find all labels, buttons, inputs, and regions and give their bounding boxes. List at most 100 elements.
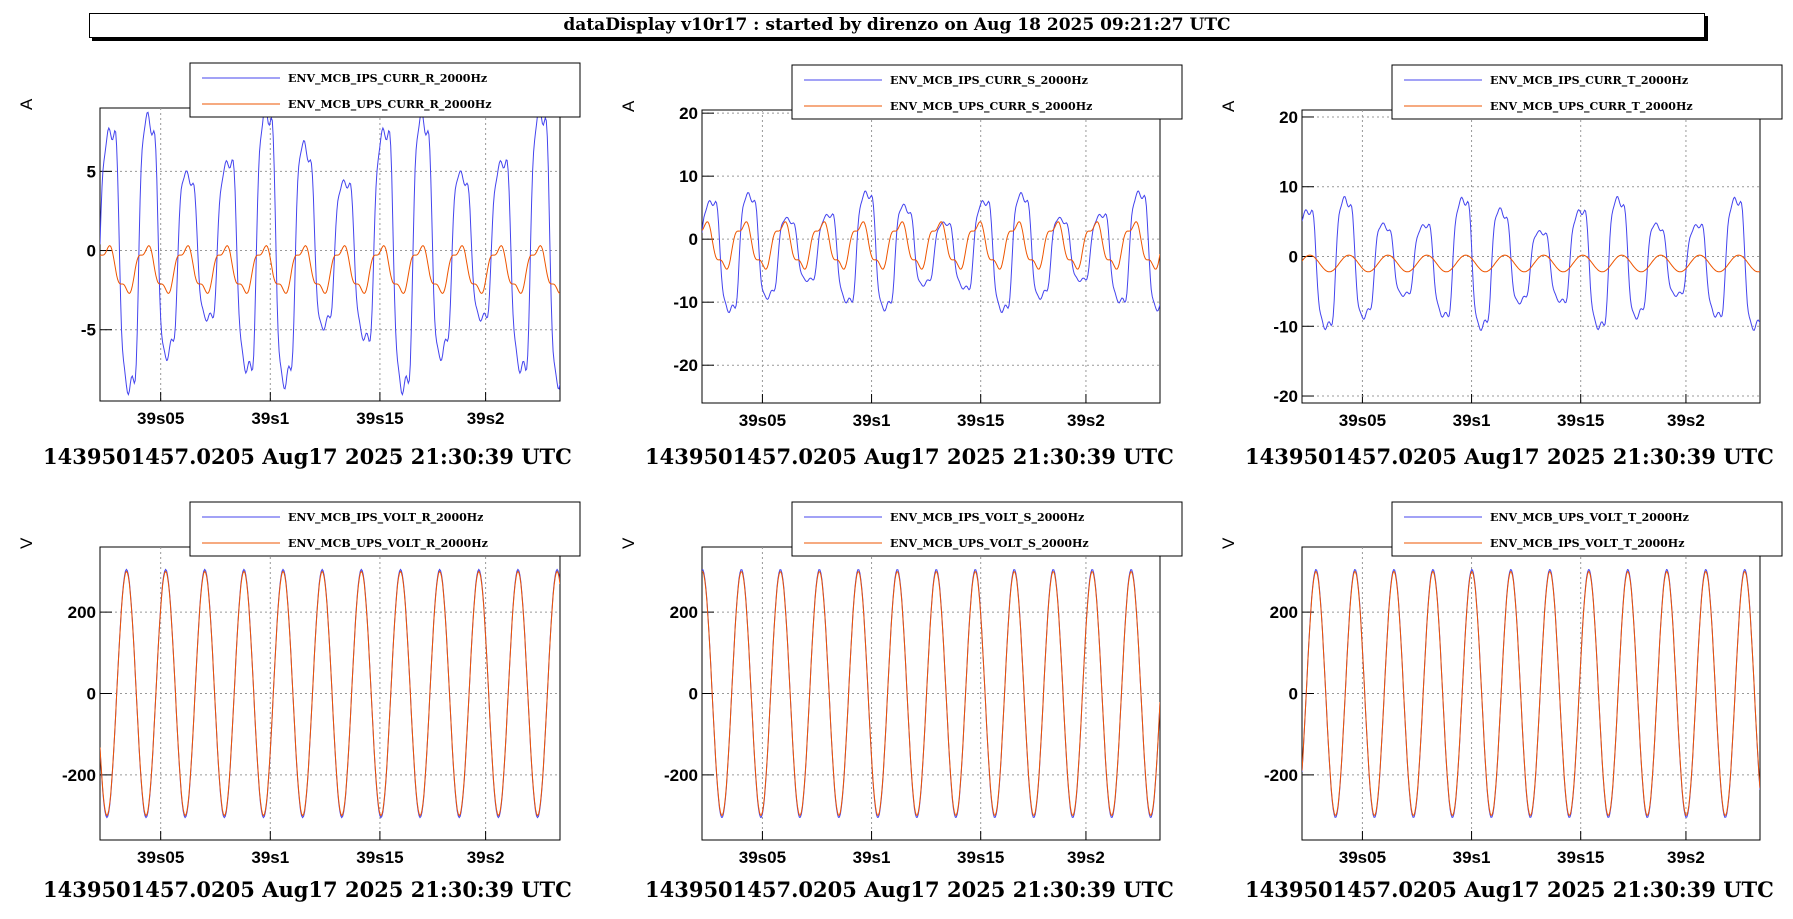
plot-3: 39s05 39s1 39s15 39s2 20 10 0 -10 -20 A ENV_MCB_IP… xyxy=(1219,64,1783,430)
plot-4-y-axis-label: V xyxy=(17,537,36,549)
plot-6-y-tick-label: -200 xyxy=(1264,766,1298,785)
plot-6-legend-label-2: ENV_MCB_IPS_VOLT_T_2000Hz xyxy=(1490,537,1684,551)
plot-4-y-tick-label: -200 xyxy=(62,766,96,785)
plot-6-y-axis-label: V xyxy=(1219,537,1238,549)
plot-5-x-tick-label: 39s15 xyxy=(957,848,1004,867)
plot-4-x-tick-label: 39s05 xyxy=(137,848,184,867)
plot-3-y-tick-label: -10 xyxy=(1273,317,1298,336)
plot-2-legend-label-1: ENV_MCB_IPS_CURR_S_2000Hz xyxy=(890,74,1088,88)
plot-6-footer-timestamp: 1439501457.0205 Aug17 2025 21:30:39 UTC xyxy=(1245,877,1774,902)
plot-5-y-axis-label: V xyxy=(619,537,638,549)
plot-3-series-2-line xyxy=(1302,254,1760,273)
plot-4-legend-box xyxy=(189,501,581,557)
plot-2-x-tick-label: 39s2 xyxy=(1067,411,1105,430)
plot-4-x-tick-label: 39s1 xyxy=(251,848,289,867)
plot-4-legend: ENV_MCB_IPS_VOLT_R_2000Hz ENV_MCB_UPS_VOL… xyxy=(189,501,581,557)
plot-5-y-tick-label: -200 xyxy=(664,766,698,785)
plot-5-legend-label-2: ENV_MCB_UPS_VOLT_S_2000Hz xyxy=(890,537,1089,551)
plot-6-series-2-line xyxy=(1302,570,1760,817)
plot-2-frame xyxy=(701,109,1161,404)
plot-3-y-tick-label: 0 xyxy=(1289,248,1298,267)
plot-1-legend-label-2: ENV_MCB_UPS_CURR_R_2000Hz xyxy=(288,98,492,112)
plot-6-x-tick-label: 39s1 xyxy=(1453,848,1491,867)
plot-5-legend-box xyxy=(791,501,1183,557)
plot-2-y-axis-label: A xyxy=(619,100,638,112)
plot-1-series-2-line xyxy=(100,244,560,294)
plot-6-x-tick-label: 39s2 xyxy=(1667,848,1705,867)
plot-1-legend-label-1: ENV_MCB_IPS_CURR_R_2000Hz xyxy=(288,72,487,86)
plot-4-footer-timestamp: 1439501457.0205 Aug17 2025 21:30:39 UTC xyxy=(43,877,572,902)
plot-2-y-tick-label: -10 xyxy=(673,293,698,312)
plot-2-series-2-line xyxy=(702,221,1160,270)
plot-5-x-tick-label: 39s1 xyxy=(853,848,891,867)
plot-6-x-tick-label: 39s05 xyxy=(1339,848,1386,867)
plot-1: 39s05 39s1 39s15 39s2 5 0 -5 A ENV_MCB_IPS_CURR_… xyxy=(17,62,581,428)
plot-2-y-tick-label: 0 xyxy=(689,230,698,249)
plot-1-x-tick-label: 39s05 xyxy=(137,409,184,428)
plot-6-x-tick-label: 39s15 xyxy=(1557,848,1604,867)
plot-2-y-tick-label: -20 xyxy=(673,356,698,375)
plot-3-y-axis-label: A xyxy=(1219,100,1238,112)
plot-1-legend: ENV_MCB_IPS_CURR_R_2000Hz ENV_MCB_UPS_CUR… xyxy=(189,62,581,118)
plot-4-y-tick-label: 0 xyxy=(87,685,96,704)
plot-1-legend-box xyxy=(189,62,581,118)
plot-2-x-tick-label: 39s15 xyxy=(957,411,1004,430)
plot-2-legend-box xyxy=(791,64,1183,120)
plot-4-y-tick-label: 200 xyxy=(68,603,96,622)
plot-1-y-tick-label: 0 xyxy=(87,242,96,261)
window-title: dataDisplay v10r17 : started by direnzo … xyxy=(563,15,1231,35)
plot-1-x-tick-label: 39s1 xyxy=(251,409,289,428)
plot-3-y-tick-label: 10 xyxy=(1279,178,1298,197)
window-title-bar: dataDisplay v10r17 : started by direnzo … xyxy=(89,13,1705,38)
plot-2-x-tick-label: 39s05 xyxy=(739,411,786,430)
plot-6-legend-label-1: ENV_MCB_UPS_VOLT_T_2000Hz xyxy=(1490,511,1689,525)
plot-1-y-tick-label: 5 xyxy=(87,162,96,181)
plot-6: 39s05 39s1 39s15 39s2 200 0 -200 V ENV_MCB_UPS_V… xyxy=(1219,501,1783,867)
plot-3-legend-label-2: ENV_MCB_UPS_CURR_T_2000Hz xyxy=(1490,100,1693,114)
plot-1-y-axis-label: A xyxy=(17,98,36,110)
plot-5-x-tick-label: 39s05 xyxy=(739,848,786,867)
plot-1-series-1-line xyxy=(100,108,560,397)
plot-5-y-tick-label: 0 xyxy=(689,685,698,704)
plot-5-series-2-line xyxy=(702,571,1160,816)
plot-1-x-tick-label: 39s2 xyxy=(467,409,505,428)
plot-3-legend: ENV_MCB_IPS_CURR_T_2000Hz ENV_MCB_UPS_CUR… xyxy=(1391,64,1783,120)
plot-2-y-tick-label: 10 xyxy=(679,167,698,186)
plot-6-legend-box xyxy=(1391,501,1783,557)
plot-3-footer-timestamp: 1439501457.0205 Aug17 2025 21:30:39 UTC xyxy=(1245,444,1774,469)
plot-3-x-tick-label: 39s1 xyxy=(1453,411,1491,430)
plot-6-y-tick-label: 200 xyxy=(1270,603,1298,622)
plot-3-y-tick-label: -20 xyxy=(1273,387,1298,406)
plot-3-legend-label-1: ENV_MCB_IPS_CURR_T_2000Hz xyxy=(1490,74,1688,88)
plot-4-legend-label-1: ENV_MCB_IPS_VOLT_R_2000Hz xyxy=(288,511,483,525)
plot-3-y-tick-label: 20 xyxy=(1279,108,1298,127)
plot-5-x-tick-label: 39s2 xyxy=(1067,848,1105,867)
plot-3-x-tick-label: 39s15 xyxy=(1557,411,1604,430)
plot-6-y-tick-label: 0 xyxy=(1289,685,1298,704)
plot-1-footer-timestamp: 1439501457.0205 Aug17 2025 21:30:39 UTC xyxy=(43,444,572,469)
plot-5: 39s05 39s1 39s15 39s2 200 0 -200 V ENV_MCB_IPS_V… xyxy=(619,501,1183,867)
plot-2-x-tick-label: 39s1 xyxy=(853,411,891,430)
plot-5-y-tick-label: 200 xyxy=(670,603,698,622)
plot-1-frame xyxy=(99,107,561,402)
plot-1-y-tick-label: -5 xyxy=(81,321,96,340)
plot-4-x-tick-label: 39s2 xyxy=(467,848,505,867)
plot-2-legend-label-2: ENV_MCB_UPS_CURR_S_2000Hz xyxy=(890,100,1092,114)
plot-5-legend-label-1: ENV_MCB_IPS_VOLT_S_2000Hz xyxy=(890,511,1084,525)
plot-4: 39s05 39s1 39s15 39s2 200 0 -200 V ENV_MCB_IPS_V… xyxy=(17,501,581,867)
plot-3-x-tick-label: 39s05 xyxy=(1339,411,1386,430)
plot-3-series-1-line xyxy=(1302,196,1760,331)
plot-4-series-2-line xyxy=(100,570,560,817)
plot-4-x-tick-label: 39s15 xyxy=(356,848,403,867)
plot-2-legend: ENV_MCB_IPS_CURR_S_2000Hz ENV_MCB_UPS_CUR… xyxy=(791,64,1183,120)
plot-4-legend-label-2: ENV_MCB_UPS_VOLT_R_2000Hz xyxy=(288,537,488,551)
plot-2-y-tick-label: 20 xyxy=(679,104,698,123)
plot-5-legend: ENV_MCB_IPS_VOLT_S_2000Hz ENV_MCB_UPS_VOL… xyxy=(791,501,1183,557)
plot-3-legend-box xyxy=(1391,64,1783,120)
plot-6-legend: ENV_MCB_UPS_VOLT_T_2000Hz ENV_MCB_IPS_VOL… xyxy=(1391,501,1783,557)
plot-2-footer-timestamp: 1439501457.0205 Aug17 2025 21:30:39 UTC xyxy=(645,444,1174,469)
plot-3-x-tick-label: 39s2 xyxy=(1667,411,1705,430)
plot-5-footer-timestamp: 1439501457.0205 Aug17 2025 21:30:39 UTC xyxy=(645,877,1174,902)
